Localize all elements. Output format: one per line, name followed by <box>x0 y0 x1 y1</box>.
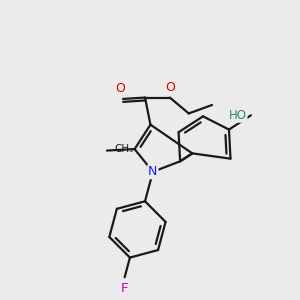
Text: O: O <box>115 82 125 94</box>
Text: O: O <box>165 81 175 94</box>
Text: HO: HO <box>229 109 247 122</box>
Text: N: N <box>148 165 158 178</box>
Text: CH₃: CH₃ <box>114 144 134 154</box>
Text: F: F <box>121 282 128 295</box>
